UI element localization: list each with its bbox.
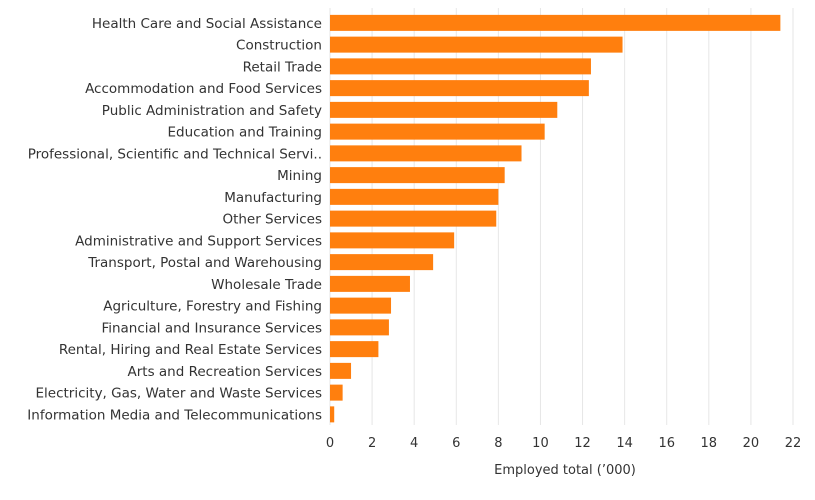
category-label: Professional, Scientific and Technical S… xyxy=(28,146,322,162)
x-tick-label: 18 xyxy=(701,436,718,451)
bar[interactable] xyxy=(330,341,379,358)
x-tick-label: 14 xyxy=(616,436,633,451)
bar[interactable] xyxy=(330,36,623,53)
bar[interactable] xyxy=(330,384,343,401)
x-tick-label: 20 xyxy=(743,436,760,451)
gridlines xyxy=(329,8,794,425)
bar[interactable] xyxy=(330,14,781,31)
category-label: Mining xyxy=(277,168,322,184)
bar[interactable] xyxy=(330,319,389,336)
category-label: Rental, Hiring and Real Estate Services xyxy=(59,342,322,358)
category-label: Accommodation and Food Services xyxy=(85,81,322,97)
x-axis-title: Employed total (’000) xyxy=(494,463,636,478)
bar[interactable] xyxy=(330,297,392,314)
x-tick-label: 10 xyxy=(532,436,549,451)
category-label: Agriculture, Forestry and Fishing xyxy=(103,299,322,315)
category-label: Health Care and Social Assistance xyxy=(92,16,322,32)
bar[interactable] xyxy=(330,232,455,249)
bar[interactable] xyxy=(330,362,352,379)
bar[interactable] xyxy=(330,145,522,162)
bar[interactable] xyxy=(330,80,589,97)
category-label: Electricity, Gas, Water and Waste Servic… xyxy=(36,386,323,402)
bars xyxy=(330,14,781,423)
x-tick-label: 16 xyxy=(658,436,675,451)
bar[interactable] xyxy=(330,188,499,205)
category-label: Education and Training xyxy=(168,125,322,141)
category-label: Transport, Postal and Warehousing xyxy=(87,255,322,271)
category-label: Financial and Insurance Services xyxy=(101,320,322,336)
bar[interactable] xyxy=(330,123,545,140)
bar[interactable] xyxy=(330,167,505,184)
x-axis-ticks: 0 2 4 6 8 10 12 14 16 18 20 22 xyxy=(326,436,801,451)
bar[interactable] xyxy=(330,406,335,423)
category-label: Manufacturing xyxy=(224,190,322,206)
category-label: Wholesale Trade xyxy=(211,277,322,293)
category-labels: Health Care and Social Assistance Constru… xyxy=(27,16,322,424)
category-label: Construction xyxy=(236,38,322,54)
x-tick-label: 22 xyxy=(785,436,802,451)
category-label: Public Administration and Safety xyxy=(102,103,322,119)
bar[interactable] xyxy=(330,275,410,292)
category-label: Information Media and Telecommunications xyxy=(27,407,322,423)
x-tick-label: 6 xyxy=(452,436,460,451)
x-tick-label: 0 xyxy=(326,436,334,451)
bar[interactable] xyxy=(330,58,591,75)
category-label: Other Services xyxy=(222,212,322,228)
category-label: Administrative and Support Services xyxy=(75,233,322,249)
x-tick-label: 12 xyxy=(574,436,591,451)
bar[interactable] xyxy=(330,210,497,227)
category-label: Retail Trade xyxy=(243,59,322,75)
bar[interactable] xyxy=(330,254,434,271)
x-tick-label: 4 xyxy=(410,436,418,451)
bar[interactable] xyxy=(330,101,558,118)
x-tick-label: 2 xyxy=(368,436,376,451)
category-label: Arts and Recreation Services xyxy=(127,364,322,380)
x-tick-label: 8 xyxy=(494,436,502,451)
